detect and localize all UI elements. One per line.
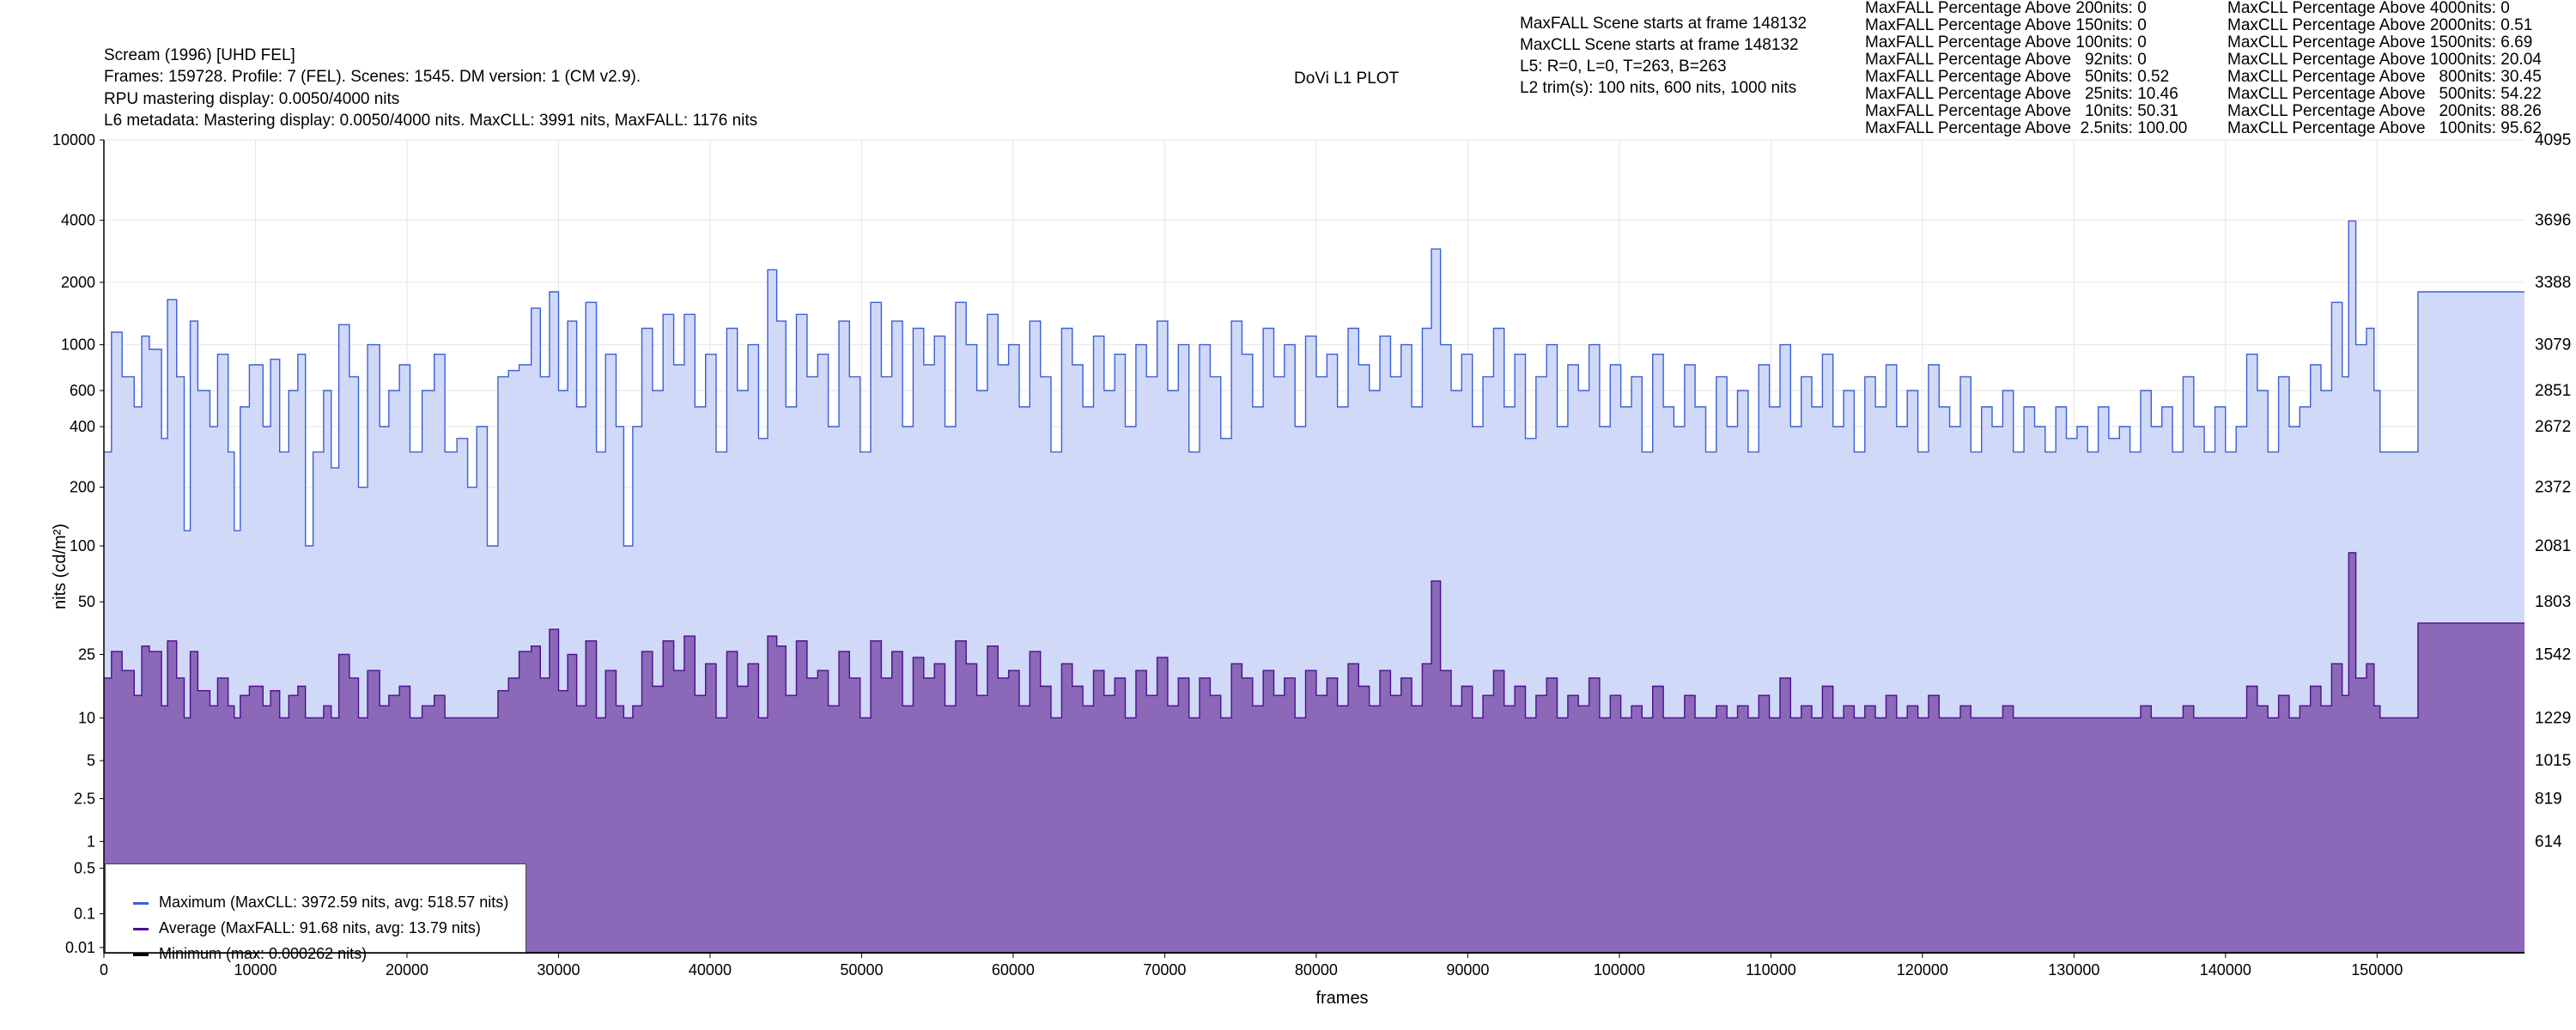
x-tick-label: 0 <box>100 961 108 978</box>
y-tick-label: 400 <box>70 418 95 435</box>
y-tick-label: 1 <box>87 833 95 850</box>
maxfall-pct-92: MaxFALL Percentage Above 92nits: 0 <box>1865 51 2147 69</box>
legend-item-maximum: Maximum (MaxCLL: 3972.59 nits, avg: 518.… <box>116 871 508 911</box>
y-tick-label: 50 <box>78 593 95 610</box>
y-tick-label: 0.01 <box>65 939 95 956</box>
maxcll-pct-100: MaxCLL Percentage Above 100nits: 95.62 <box>2227 119 2542 137</box>
legend-label-minimum: Minimum (max: 0.000262 nits) <box>159 945 368 962</box>
x-axis-label: frames <box>1315 989 1368 1008</box>
x-tick-label: 100000 <box>1594 961 1645 978</box>
y-tick-label: 0.1 <box>74 906 95 923</box>
maxfall-pct-200: MaxFALL Percentage Above 200nits: 0 <box>1865 0 2147 17</box>
l5-info: L5: R=0, L=0, T=263, B=263 <box>1520 58 1727 76</box>
y-tick-label: 10 <box>78 709 95 726</box>
maxcll-pct-800: MaxCLL Percentage Above 800nits: 30.45 <box>2227 68 2542 86</box>
axes <box>103 140 2524 954</box>
y2-tick-label: 2851 <box>2535 382 2571 400</box>
x-tick-label: 130000 <box>2048 961 2099 978</box>
x-tick-label: 70000 <box>1143 961 1186 978</box>
x-tick-label: 40000 <box>689 961 732 978</box>
series-line <box>104 552 2524 718</box>
y-tick-label: 200 <box>70 479 95 496</box>
series-line <box>104 220 2524 547</box>
y2-tick-label: 3079 <box>2535 336 2571 354</box>
y2-axis-ticks: 4095 3696 3388 3079 2851 2672 2372 2081 1803 1542… <box>2535 131 2571 851</box>
y-axis-label: nits (cd/m²) <box>51 524 70 609</box>
y2-tick-label: 1229 <box>2535 709 2571 727</box>
maxfall-scene-start: MaxFALL Scene starts at frame 148132 <box>1520 15 1807 33</box>
plot-title: DoVi L1 PLOT <box>1294 70 1400 88</box>
l6-metadata: L6 metadata: Mastering display: 0.0050/4… <box>104 112 758 130</box>
y-tick-label: 600 <box>70 382 95 399</box>
maxfall-pct-10: MaxFALL Percentage Above 10nits: 50.31 <box>1865 102 2178 120</box>
x-tick-label: 90000 <box>1446 961 1489 978</box>
maxfall-pct-150: MaxFALL Percentage Above 150nits: 0 <box>1865 16 2147 34</box>
y2-tick-label: 2672 <box>2535 418 2571 436</box>
x-tick-label: 10000 <box>234 961 276 978</box>
maxfall-pct-100: MaxFALL Percentage Above 100nits: 0 <box>1865 33 2147 52</box>
maxcll-pct-200: MaxCLL Percentage Above 200nits: 88.26 <box>2227 102 2542 120</box>
y-tick-label: 5 <box>87 752 95 769</box>
y2-tick-label: 1803 <box>2535 593 2571 611</box>
y2-tick-label: 1015 <box>2535 752 2571 770</box>
y-tick-label: 4000 <box>61 212 95 229</box>
series-area-fill <box>104 553 2524 953</box>
x-tick-label: 20000 <box>386 961 428 978</box>
y-tick-label: 2000 <box>61 274 95 291</box>
legend-item-average: Average (MaxFALL: 91.68 nits, avg: 13.79… <box>116 897 481 936</box>
x-tick-label: 150000 <box>2351 961 2403 978</box>
y-tick-label: 2.5 <box>74 790 95 807</box>
legend-label-average: Average (MaxFALL: 91.68 nits, avg: 13.79… <box>159 919 481 936</box>
y2-tick-label: 1542 <box>2535 645 2571 663</box>
maxcll-pct-4000: MaxCLL Percentage Above 4000nits: 0 <box>2227 0 2510 17</box>
y2-tick-label: 3388 <box>2535 274 2571 292</box>
legend: Maximum (MaxCLL: 3972.59 nits, avg: 518.… <box>105 863 526 962</box>
x-tick-label: 50000 <box>840 961 883 978</box>
y-axis-ticks: 0.01 0.1 0.5 1 2.5 5 10 25 50 100 200 400 600 1000 200… <box>52 131 104 956</box>
l2-trims: L2 trim(s): 100 nits, 600 nits, 1000 nit… <box>1520 79 1797 97</box>
x-tick-label: 80000 <box>1295 961 1338 978</box>
legend-swatch-minimum <box>133 953 149 956</box>
legend-label-maximum: Maximum (MaxCLL: 3972.59 nits, avg: 518.… <box>159 894 509 911</box>
rpu-mastering-display: RPU mastering display: 0.0050/4000 nits <box>104 90 400 108</box>
maxcll-scene-start: MaxCLL Scene starts at frame 148132 <box>1520 36 1799 54</box>
x-tick-label: 120000 <box>1897 961 1948 978</box>
y2-tick-label: 819 <box>2535 790 2562 808</box>
x-tick-label: 60000 <box>992 961 1035 978</box>
frames-info: Frames: 159728. Profile: 7 (FEL). Scenes… <box>104 68 641 86</box>
x-axis-ticks: 0 10000 20000 30000 40000 50000 60000 70000 8000… <box>100 953 2403 978</box>
y2-tick-label: 3696 <box>2535 212 2571 230</box>
maxcll-pct-1000: MaxCLL Percentage Above 1000nits: 20.04 <box>2227 51 2542 69</box>
y-tick-label: 25 <box>78 645 95 663</box>
y-tick-label: 0.5 <box>74 860 95 877</box>
y2-tick-label: 2081 <box>2535 537 2571 555</box>
x-tick-label: 140000 <box>2200 961 2251 978</box>
y-tick-label: 10000 <box>52 131 95 148</box>
y2-tick-label: 4095 <box>2535 131 2571 149</box>
maxfall-pct-50: MaxFALL Percentage Above 50nits: 0.52 <box>1865 68 2170 86</box>
series-average <box>104 552 2524 953</box>
y-tick-label: 100 <box>70 537 95 554</box>
legend-swatch-maximum <box>133 901 149 905</box>
movie-title: Scream (1996) [UHD FEL] <box>104 46 295 64</box>
maxcll-pct-500: MaxCLL Percentage Above 500nits: 54.22 <box>2227 85 2542 103</box>
x-tick-label: 30000 <box>537 961 580 978</box>
y-tick-label: 1000 <box>61 336 95 354</box>
legend-item-minimum: Minimum (max: 0.000262 nits) <box>116 923 367 962</box>
y2-tick-label: 614 <box>2535 833 2562 851</box>
maxfall-pct-25: MaxFALL Percentage Above 25nits: 10.46 <box>1865 85 2178 103</box>
y2-tick-label: 2372 <box>2535 479 2571 497</box>
maxcll-pct-1500: MaxCLL Percentage Above 1500nits: 6.69 <box>2227 33 2533 52</box>
x-tick-label: 110000 <box>1746 961 1796 978</box>
maxfall-pct-2-5: MaxFALL Percentage Above 2.5nits: 100.00 <box>1865 119 2188 137</box>
maxcll-pct-2000: MaxCLL Percentage Above 2000nits: 0.51 <box>2227 16 2533 34</box>
legend-swatch-average <box>133 927 149 930</box>
